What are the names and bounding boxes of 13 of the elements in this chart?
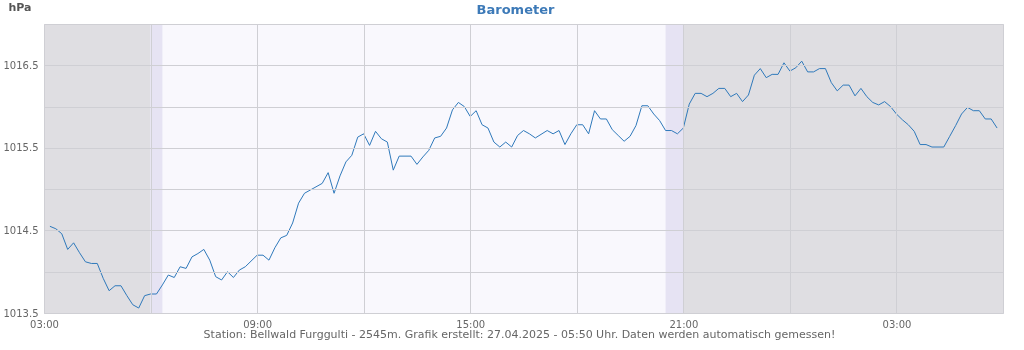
y-axis-title: hPa: [8, 0, 32, 14]
line-series: [49, 60, 998, 309]
x-tick-label: 15:00: [456, 318, 486, 330]
x-tick-label: 21:00: [669, 318, 699, 330]
text: Station: Bellwald Furggulti - 2545m. Grafik erstellt: 27.04.2025 - 05:50 Uhr. Daten werden automatisch gemessen!: [203, 328, 836, 341]
x-tick-label: 03:00: [882, 318, 912, 330]
x-tick-label: 09:00: [243, 318, 273, 330]
y-tick-label: 1013.5: [3, 307, 39, 319]
chart-title: Barometer: [476, 2, 555, 17]
y-tick-label: 1014.5: [3, 224, 39, 236]
y-tick-label: 1015.5: [3, 142, 39, 154]
y-tick-label: 1016.5: [3, 59, 39, 71]
x-tick-label: 03:00: [30, 318, 59, 330]
